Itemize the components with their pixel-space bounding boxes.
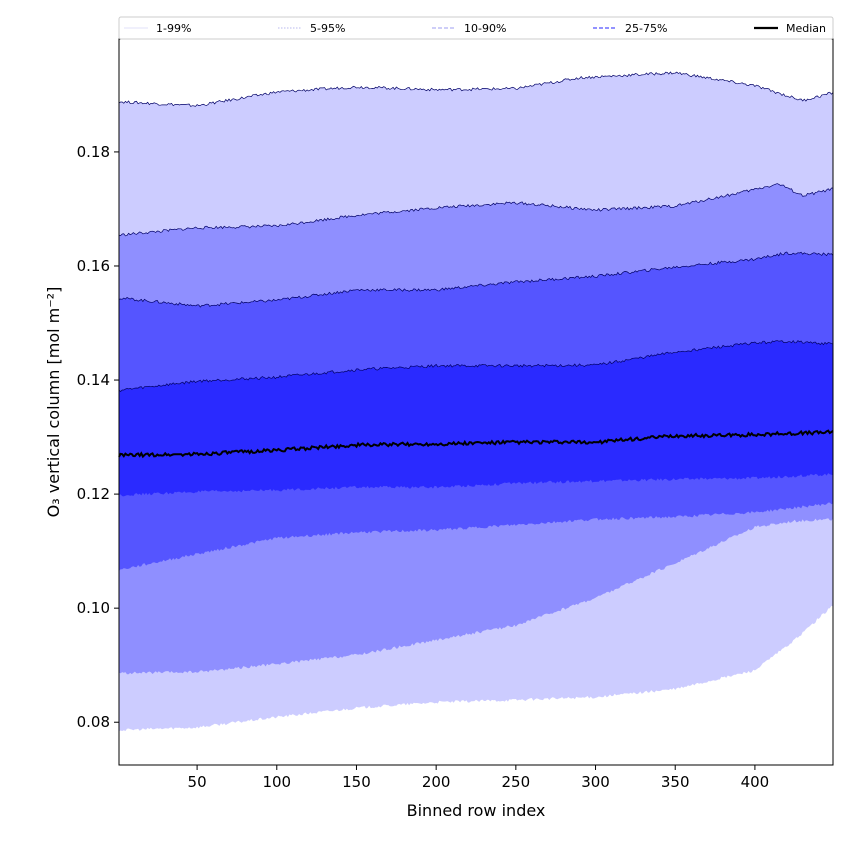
x-axis: 50 100 150 200 250 300 350 400: [188, 765, 770, 791]
line-p95: [118, 183, 834, 237]
y-tick-label: 0.14: [77, 371, 110, 389]
percentile-bands: [119, 71, 833, 732]
x-tick-label: 50: [188, 773, 207, 791]
legend-label: 5-95%: [310, 22, 345, 35]
x-tick-label: 250: [502, 773, 531, 791]
legend-box: [118, 16, 834, 40]
legend-item-5-95%: 5-95%: [278, 22, 345, 35]
x-tick-label: 200: [422, 773, 451, 791]
median-line: [118, 429, 834, 459]
line-p99: [118, 71, 834, 107]
y-tick-label: 0.16: [77, 257, 110, 275]
legend-item-10-90%: 10-90%: [432, 22, 506, 35]
percentile-lines: [118, 71, 834, 459]
y-tick-label: 0.12: [77, 485, 110, 503]
line-p75: [118, 339, 834, 392]
legend-item-1-99%: 1-99%: [124, 22, 191, 35]
legend-label: Median: [786, 22, 826, 35]
legend-item-Median: Median: [754, 22, 826, 35]
y-axis: 0.08 0.10 0.12 0.14 0.16 0.18: [77, 143, 119, 731]
x-tick-label: 300: [581, 773, 610, 791]
y-tick-label: 0.08: [77, 713, 110, 731]
legend: 1-99% 5-95% 10-90% 25-75% Median: [118, 16, 834, 40]
legend-label: 1-99%: [156, 22, 191, 35]
y-tick-label: 0.18: [77, 143, 110, 161]
legend-label: 25-75%: [625, 22, 667, 35]
x-tick-label: 400: [741, 773, 770, 791]
line-p90: [118, 251, 834, 308]
x-axis-label: Binned row index: [407, 801, 546, 820]
band-25-75%: [119, 340, 833, 497]
x-tick-label: 150: [342, 773, 371, 791]
y-axis-label: O₃ vertical column [mol m⁻²]: [44, 287, 63, 518]
legend-label: 10-90%: [464, 22, 506, 35]
x-tick-label: 100: [262, 773, 291, 791]
legend-item-25-75%: 25-75%: [593, 22, 667, 35]
y-tick-label: 0.10: [77, 599, 110, 617]
x-tick-label: 350: [661, 773, 690, 791]
